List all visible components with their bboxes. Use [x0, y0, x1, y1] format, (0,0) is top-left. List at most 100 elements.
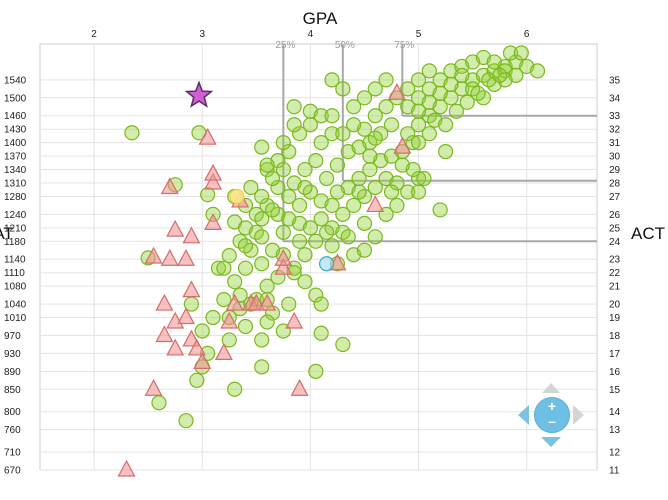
- rejected-point[interactable]: [182, 280, 201, 298]
- rejected-point[interactable]: [144, 246, 163, 264]
- pan-right-arrow[interactable]: [573, 405, 584, 425]
- rejected-point[interactable]: [166, 219, 185, 237]
- accepted-point[interactable]: [313, 325, 329, 341]
- rejected-point[interactable]: [290, 379, 309, 396]
- accepted-point[interactable]: [492, 67, 508, 83]
- accepted-point[interactable]: [221, 332, 237, 348]
- accepted-point[interactable]: [400, 184, 416, 200]
- accepted-point[interactable]: [313, 135, 329, 151]
- accepted-point[interactable]: [335, 81, 351, 97]
- accepted-point[interactable]: [205, 309, 221, 326]
- accepted-point[interactable]: [502, 45, 519, 61]
- accepted-point[interactable]: [410, 72, 427, 88]
- you-star-point[interactable]: [184, 80, 214, 108]
- accepted-point[interactable]: [437, 144, 454, 160]
- accepted-point[interactable]: [335, 126, 351, 142]
- accepted-point[interactable]: [319, 224, 335, 240]
- rejected-point[interactable]: [393, 136, 412, 154]
- accepted-point[interactable]: [454, 67, 470, 83]
- accepted-point[interactable]: [324, 108, 340, 124]
- rejected-point[interactable]: [177, 307, 196, 325]
- accepted-point[interactable]: [329, 184, 346, 200]
- accepted-point[interactable]: [378, 72, 394, 88]
- accepted-point[interactable]: [383, 184, 400, 200]
- accepted-point[interactable]: [400, 81, 416, 97]
- rejected-point[interactable]: [155, 325, 174, 343]
- pan-up-arrow[interactable]: [542, 383, 560, 393]
- rejected-point[interactable]: [155, 293, 174, 311]
- accepted-point[interactable]: [297, 247, 313, 263]
- accepted-point[interactable]: [291, 126, 308, 142]
- accepted-point[interactable]: [216, 292, 232, 308]
- accepted-point[interactable]: [335, 206, 351, 222]
- rejected-point[interactable]: [366, 195, 385, 213]
- accepted-point[interactable]: [529, 63, 546, 79]
- accepted-point[interactable]: [291, 197, 308, 214]
- accepted-point[interactable]: [264, 170, 281, 187]
- accepted-point[interactable]: [356, 215, 373, 231]
- rejected-point[interactable]: [198, 127, 217, 145]
- accepted-point[interactable]: [470, 85, 486, 101]
- accepted-point[interactable]: [297, 161, 313, 178]
- zoom-control[interactable]: + –: [516, 383, 586, 449]
- accepted-point[interactable]: [362, 148, 378, 164]
- accepted-point[interactable]: [329, 157, 346, 173]
- rejected-point[interactable]: [166, 338, 185, 356]
- accepted-point[interactable]: [259, 157, 275, 173]
- accepted-point[interactable]: [378, 99, 394, 115]
- accepted-point[interactable]: [302, 220, 318, 236]
- rejected-point[interactable]: [204, 163, 223, 181]
- accepted-point[interactable]: [237, 238, 254, 254]
- accepted-point[interactable]: [210, 260, 227, 276]
- accepted-point[interactable]: [254, 211, 270, 227]
- accepted-point[interactable]: [259, 161, 275, 178]
- accepted-point[interactable]: [297, 179, 313, 196]
- accepted-point[interactable]: [421, 126, 437, 142]
- accepted-point[interactable]: [367, 108, 383, 124]
- accepted-point[interactable]: [270, 179, 286, 196]
- accepted-point[interactable]: [410, 103, 427, 119]
- accepted-point[interactable]: [421, 63, 437, 79]
- accepted-point[interactable]: [189, 372, 205, 388]
- rejected-point[interactable]: [160, 177, 179, 195]
- accepted-point[interactable]: [367, 229, 383, 245]
- accepted-point[interactable]: [410, 184, 427, 200]
- accepted-point[interactable]: [459, 94, 475, 110]
- accepted-point[interactable]: [389, 197, 405, 214]
- accepted-point[interactable]: [448, 103, 464, 119]
- selected-point[interactable]: [319, 256, 335, 272]
- accepted-point[interactable]: [281, 144, 297, 160]
- accepted-point[interactable]: [221, 248, 237, 264]
- accepted-point[interactable]: [237, 260, 254, 276]
- accepted-point[interactable]: [254, 229, 270, 245]
- accepted-point[interactable]: [254, 139, 270, 155]
- accepted-point[interactable]: [281, 188, 297, 205]
- accepted-point[interactable]: [237, 318, 254, 335]
- accepted-point[interactable]: [227, 381, 243, 397]
- accepted-point[interactable]: [313, 108, 329, 124]
- accepted-point[interactable]: [405, 135, 421, 151]
- rejected-point[interactable]: [182, 226, 201, 244]
- accepted-point[interactable]: [259, 278, 275, 294]
- rejected-point[interactable]: [258, 293, 277, 311]
- accepted-point[interactable]: [275, 135, 291, 151]
- accepted-point[interactable]: [319, 170, 335, 187]
- accepted-point[interactable]: [308, 233, 324, 249]
- accepted-point[interactable]: [178, 413, 194, 429]
- accepted-point[interactable]: [346, 117, 362, 133]
- accepted-point[interactable]: [324, 238, 340, 254]
- accepted-point[interactable]: [254, 256, 270, 272]
- accepted-point[interactable]: [394, 157, 410, 173]
- accepted-point[interactable]: [297, 274, 313, 290]
- accepted-point[interactable]: [367, 130, 383, 146]
- accepted-point[interactable]: [400, 126, 416, 142]
- accepted-point[interactable]: [367, 179, 383, 196]
- accepted-point[interactable]: [486, 54, 502, 70]
- accepted-point[interactable]: [254, 332, 270, 348]
- accepted-point[interactable]: [324, 72, 340, 88]
- accepted-point[interactable]: [313, 211, 329, 227]
- accepted-point[interactable]: [308, 152, 324, 169]
- rejected-point[interactable]: [285, 311, 304, 329]
- accepted-point[interactable]: [254, 359, 270, 375]
- rejected-point[interactable]: [144, 379, 163, 396]
